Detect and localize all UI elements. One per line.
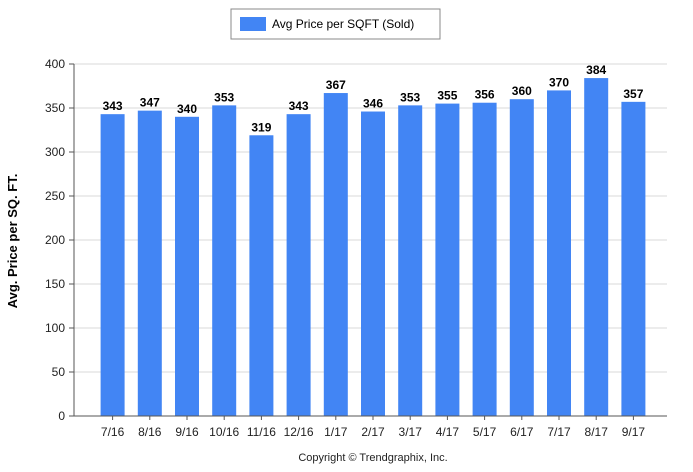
bar: [621, 101, 646, 416]
bar: [547, 90, 571, 417]
x-tick-label: 7/17: [547, 425, 571, 439]
y-axis-title: Avg. Price per SQ. FT.: [5, 174, 20, 309]
bar-value-label: 355: [437, 89, 457, 103]
bar-value-label: 367: [326, 78, 346, 92]
y-tick-label: 100: [45, 321, 65, 335]
bar: [286, 114, 311, 416]
x-tick-label: 8/16: [138, 425, 162, 439]
y-tick-label: 0: [58, 409, 65, 423]
bar: [435, 103, 460, 416]
y-tick-label: 50: [52, 365, 66, 379]
x-tick-label: 12/16: [284, 425, 314, 439]
bar-value-label: 347: [140, 96, 160, 110]
legend-label: Avg Price per SQFT (Sold): [272, 17, 414, 31]
bar: [323, 93, 348, 416]
y-tick-label: 150: [45, 277, 65, 291]
x-tick-label: 11/16: [247, 425, 276, 439]
bar: [472, 102, 497, 416]
bar: [361, 111, 385, 417]
y-tick-label: 400: [45, 57, 65, 71]
x-tick-label: 6/17: [510, 425, 534, 439]
x-tick-label: 9/17: [622, 425, 646, 439]
bar-value-label: 340: [177, 102, 197, 116]
x-tick-label: 5/17: [473, 425, 497, 439]
bar-value-label: 353: [400, 90, 420, 104]
bar: [100, 114, 125, 416]
bar-value-label: 384: [586, 63, 606, 77]
y-tick-label: 350: [45, 101, 65, 115]
bar-value-label: 346: [363, 97, 383, 111]
bar-value-label: 357: [623, 87, 643, 101]
copyright-text: Copyright © Trendgraphix, Inc.: [298, 452, 447, 464]
y-tick-label: 250: [45, 189, 65, 203]
bar-value-label: 343: [289, 99, 309, 113]
x-tick-label: 9/16: [175, 425, 199, 439]
y-tick-label: 300: [45, 145, 65, 159]
bar-value-label: 370: [549, 75, 569, 89]
x-tick-label: 3/17: [399, 425, 423, 439]
x-tick-label: 8/17: [585, 425, 609, 439]
bar: [509, 99, 534, 416]
bar: [175, 116, 199, 417]
x-tick-label: 4/17: [436, 425, 460, 439]
bars: 343 347 340 353 319 343 367 346 353 355 356 360 370 3…: [100, 63, 646, 417]
x-tick-label: 2/17: [361, 425, 385, 439]
bar-value-label: 356: [475, 88, 495, 102]
bar-value-label: 319: [251, 120, 271, 134]
x-tick-label: 1/17: [324, 425, 348, 439]
legend: Avg Price per SQFT (Sold): [230, 8, 441, 40]
x-tick-label: 10/16: [209, 425, 239, 439]
x-tick-label: 7/16: [101, 425, 125, 439]
bar-value-label: 343: [103, 99, 123, 113]
bar: [137, 110, 162, 416]
bar-value-label: 360: [512, 84, 532, 98]
bar-value-label: 353: [214, 90, 234, 104]
bar: [584, 78, 609, 416]
legend-swatch: [240, 17, 266, 31]
x-axis: 7/16 8/16 9/16 10/16 11/16 12/16 1/17 2/17 3/17 4…: [74, 415, 667, 439]
bar: [398, 105, 423, 417]
bar: [249, 135, 274, 416]
y-tick-label: 200: [45, 233, 65, 247]
y-axis: 0 50 100 150 200 250 300 350 400: [45, 57, 75, 423]
bar: [212, 105, 237, 417]
